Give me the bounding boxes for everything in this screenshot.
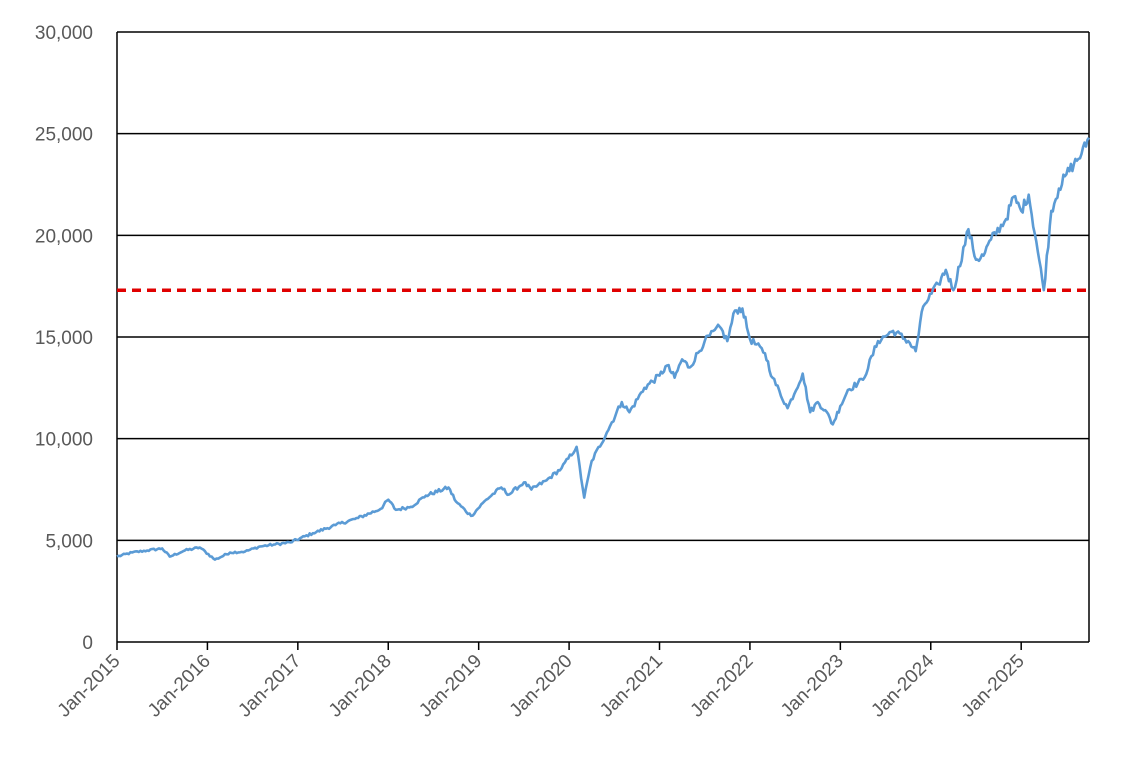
y-tick-label: 5,000	[45, 531, 93, 552]
series-line	[116, 136, 1091, 561]
x-tick-label: Jan-2020	[506, 651, 577, 722]
y-tick-label: 0	[82, 633, 93, 654]
x-tick-label: Jan-2018	[325, 651, 396, 722]
x-tick-label: Jan-2019	[415, 651, 486, 722]
x-tick-label: Jan-2024	[867, 650, 938, 721]
y-tick-label: 20,000	[35, 226, 93, 247]
gridlines	[117, 31, 1089, 542]
y-tick-label: 10,000	[35, 430, 93, 451]
y-tick-label: 15,000	[35, 328, 93, 349]
y-axis-tick-labels: 0 5,000 10,000 15,000 20,000 25,000 30,000	[35, 23, 93, 654]
y-tick-label: 30,000	[35, 23, 93, 44]
y-tick-label: 25,000	[35, 125, 93, 146]
x-tick-label: Jan-2015	[54, 651, 125, 722]
x-tick-label: Jan-2021	[596, 651, 667, 722]
x-tick-label: Jan-2025	[958, 651, 1029, 722]
x-tick-label: Jan-2017	[234, 651, 305, 722]
x-tick-label: Jan-2023	[777, 651, 848, 722]
axes	[116, 32, 1090, 650]
x-axis-tick-labels: Jan-2015 Jan-2016 Jan-2017 Jan-2018 Jan-2019…	[54, 650, 1029, 721]
x-tick-label: Jan-2016	[144, 651, 215, 722]
x-tick-label: Jan-2022	[687, 651, 758, 722]
series-layer	[116, 136, 1091, 561]
